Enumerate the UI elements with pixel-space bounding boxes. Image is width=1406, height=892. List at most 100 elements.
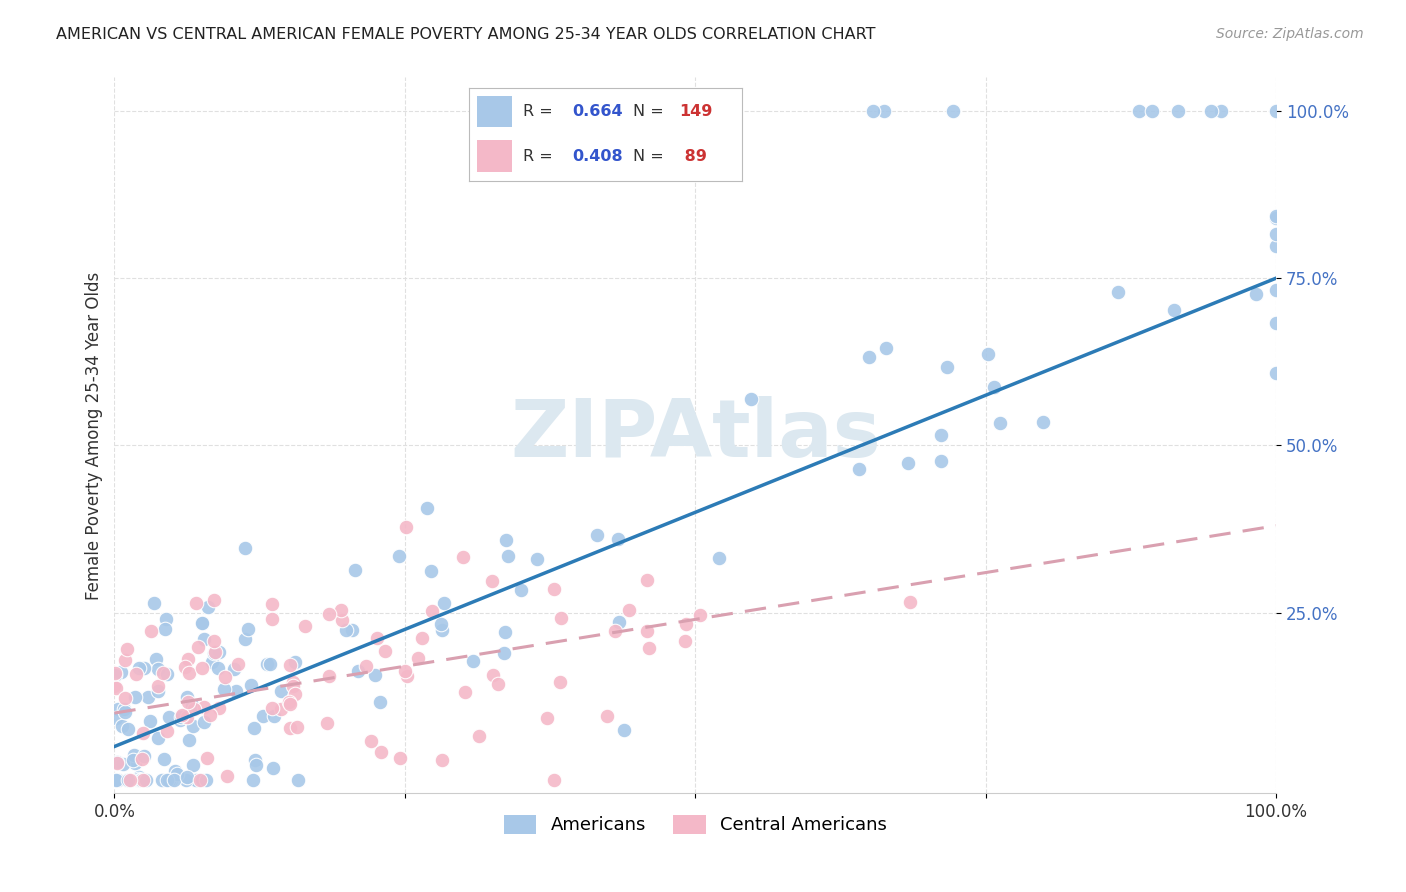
Y-axis label: Female Poverty Among 25-34 Year Olds: Female Poverty Among 25-34 Year Olds	[86, 271, 103, 599]
Point	[277, 695, 299, 709]
Point	[240, 678, 263, 692]
Point	[238, 622, 260, 636]
Point	[260, 612, 283, 626]
Point	[498, 549, 520, 563]
Point	[461, 654, 484, 668]
Point	[181, 757, 204, 772]
Point	[495, 533, 517, 547]
Point	[343, 564, 366, 578]
Point	[430, 753, 453, 767]
Point	[103, 679, 125, 693]
Point	[107, 702, 129, 716]
Point	[146, 679, 169, 693]
Point	[1265, 239, 1288, 253]
Point	[177, 652, 200, 666]
Point	[202, 592, 225, 607]
Point	[1265, 366, 1288, 380]
Point	[636, 573, 658, 587]
Point	[848, 461, 870, 475]
Point	[278, 697, 301, 711]
Point	[103, 772, 125, 787]
Point	[335, 624, 357, 638]
Point	[430, 623, 453, 637]
Point	[129, 772, 152, 787]
Point	[548, 675, 571, 690]
Point	[1167, 103, 1189, 118]
Point	[184, 772, 207, 787]
Point	[135, 772, 157, 787]
Point	[104, 772, 127, 787]
Point	[157, 772, 180, 787]
Point	[157, 710, 180, 724]
Point	[433, 596, 456, 610]
Point	[543, 772, 565, 787]
Point	[115, 641, 138, 656]
Point	[176, 690, 198, 705]
Point	[104, 681, 127, 696]
Legend: Americans, Central Americans: Americans, Central Americans	[503, 815, 887, 834]
Point	[260, 597, 283, 611]
Point	[900, 595, 922, 609]
Point	[607, 532, 630, 546]
Point	[157, 772, 180, 787]
Point	[411, 631, 433, 645]
Point	[111, 756, 134, 771]
Point	[294, 619, 316, 633]
Point	[1265, 211, 1288, 226]
Point	[114, 706, 136, 720]
Point	[360, 734, 382, 748]
Point	[536, 711, 558, 725]
Point	[128, 770, 150, 784]
Point	[862, 103, 884, 118]
Point	[233, 541, 256, 555]
Point	[283, 675, 305, 690]
Point	[1244, 287, 1267, 301]
Point	[136, 690, 159, 705]
Point	[193, 632, 215, 646]
Point	[150, 772, 173, 787]
Point	[103, 668, 125, 682]
Point	[115, 772, 138, 787]
Point	[263, 709, 285, 723]
Point	[482, 668, 505, 682]
Point	[285, 720, 308, 734]
Point	[330, 602, 353, 616]
Point	[395, 519, 418, 533]
Point	[131, 726, 153, 740]
Point	[318, 668, 340, 682]
Point	[156, 772, 179, 787]
Point	[451, 550, 474, 565]
Point	[550, 610, 572, 624]
Point	[287, 772, 309, 787]
Point	[128, 772, 150, 787]
Point	[127, 772, 149, 786]
Point	[127, 772, 149, 787]
Point	[186, 596, 208, 610]
Point	[707, 551, 730, 566]
Point	[872, 103, 894, 118]
Point	[1142, 103, 1164, 118]
Point	[510, 582, 533, 597]
Point	[370, 745, 392, 759]
Point	[204, 645, 226, 659]
Point	[179, 666, 201, 681]
Point	[105, 772, 128, 787]
Point	[1163, 302, 1185, 317]
Point	[193, 700, 215, 714]
Point	[366, 632, 388, 646]
Point	[184, 772, 207, 787]
Point	[146, 731, 169, 745]
Point	[208, 645, 231, 659]
Point	[1032, 415, 1054, 429]
Point	[124, 690, 146, 704]
Point	[603, 624, 626, 638]
Point	[740, 392, 762, 406]
Point	[132, 772, 155, 787]
Point	[124, 756, 146, 770]
Point	[114, 653, 136, 667]
Point	[105, 710, 128, 724]
Point	[202, 646, 225, 660]
Point	[112, 702, 135, 716]
Point	[128, 661, 150, 675]
Point	[481, 574, 503, 588]
